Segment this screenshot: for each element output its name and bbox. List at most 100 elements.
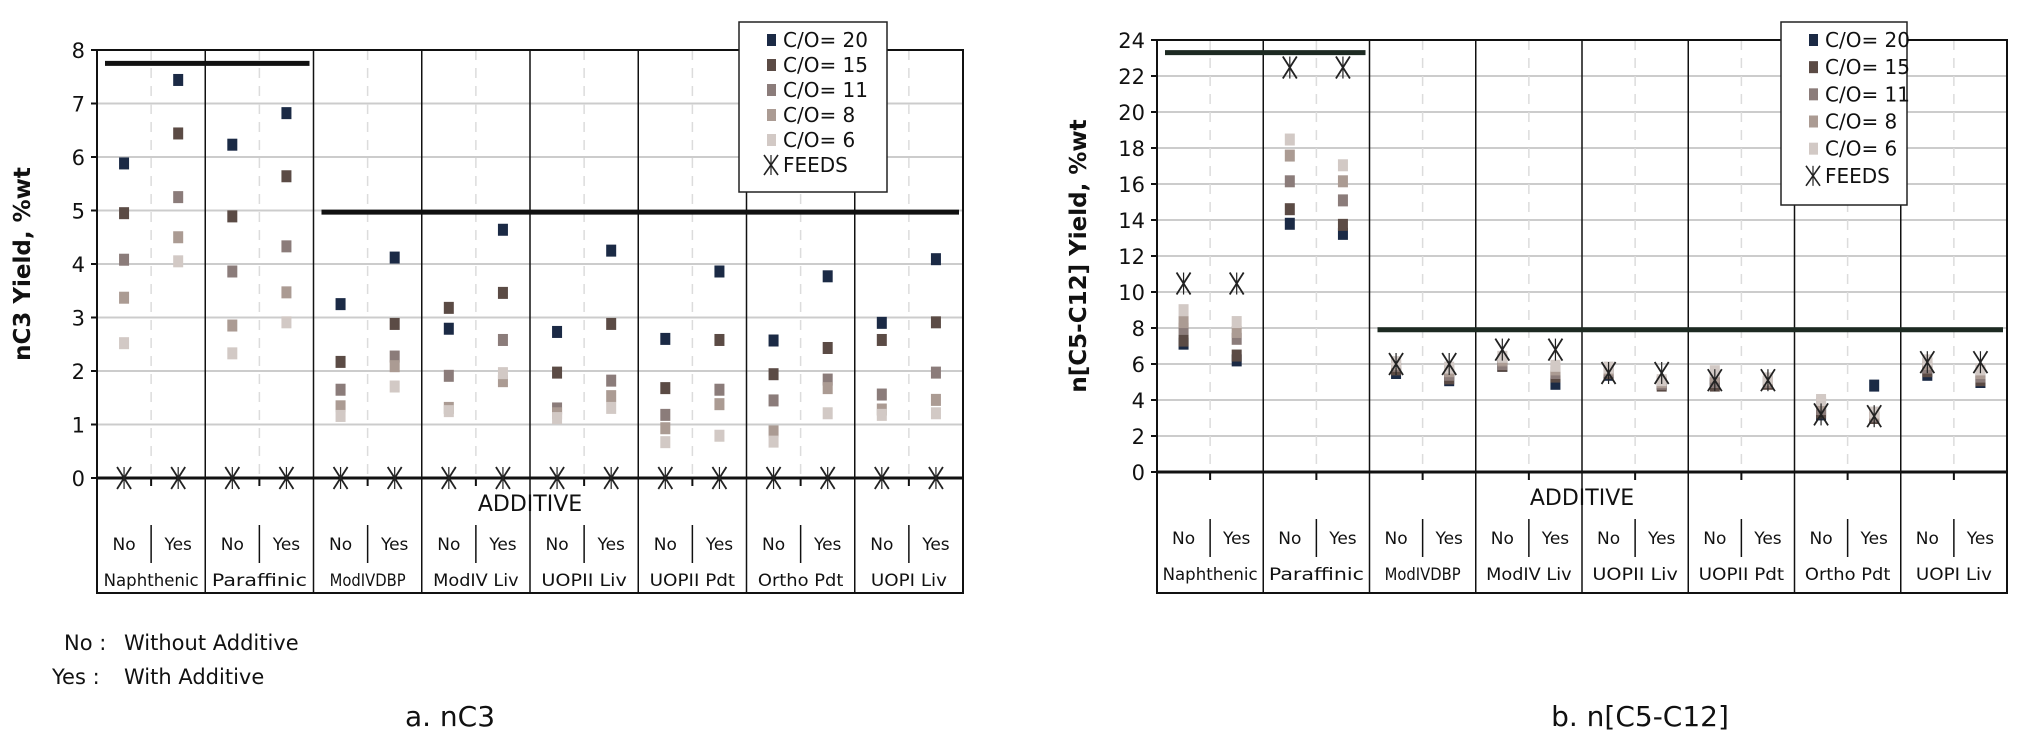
data-point: [1284, 203, 1295, 216]
data-point: [281, 240, 292, 253]
feed-marker: [170, 466, 186, 490]
data-point: [281, 107, 292, 120]
feed-marker: [1228, 272, 1245, 296]
data-point: [119, 157, 130, 170]
feed-marker: [495, 466, 511, 490]
data-point: [227, 210, 238, 223]
feed-marker: [116, 466, 132, 490]
y-tick-label: 18: [1118, 137, 1145, 161]
feed-marker: [1972, 350, 1989, 374]
legend-box: [1780, 21, 1908, 206]
data-point: [1231, 325, 1242, 338]
data-point: [1284, 217, 1295, 230]
feed-marker: [1441, 352, 1457, 376]
category-label: No: [1172, 529, 1195, 549]
feed-marker: [1707, 368, 1723, 392]
data-point: [876, 333, 887, 346]
data-point: [660, 422, 671, 435]
feed-marker: [657, 466, 674, 490]
group-label: Paraffinic: [1269, 565, 1364, 585]
data-point: [497, 375, 508, 388]
category-label: No: [113, 535, 136, 555]
group-label: Naphthenic: [104, 571, 199, 591]
note-no-text: Without Additive: [124, 631, 299, 655]
data-point: [443, 369, 454, 382]
data-point: [1337, 194, 1348, 207]
data-point: [119, 337, 130, 350]
data-point: [714, 383, 725, 396]
category-label: No: [1703, 529, 1726, 549]
data-point: [1178, 316, 1189, 329]
feed-marker: [1653, 361, 1670, 385]
data-point: [1869, 379, 1880, 392]
data-point: [281, 316, 292, 329]
y-axis-title: n[C5-C12] Yield, %wt: [1066, 119, 1092, 392]
data-point: [173, 231, 184, 244]
data-point: [768, 334, 779, 347]
legend-label: C/O= 8: [1825, 110, 1897, 134]
data-point: [173, 255, 184, 268]
category-label: Yes: [1753, 529, 1782, 549]
data-point: [119, 291, 130, 304]
legend-label: FEEDS: [783, 153, 848, 177]
y-tick-label: 2: [72, 360, 85, 384]
category-label: Yes: [596, 535, 625, 555]
group-label: ModIVDBP: [330, 571, 406, 591]
data-point: [335, 298, 346, 311]
data-point: [1178, 322, 1189, 335]
data-point: [497, 367, 508, 380]
category-label: Yes: [1859, 529, 1888, 549]
data-point: [173, 73, 184, 86]
data-point: [227, 265, 238, 278]
data-point: [822, 382, 833, 395]
legend-label: C/O= 15: [1825, 55, 1910, 79]
data-point: [1337, 175, 1348, 188]
note-no-key: No :: [64, 631, 106, 655]
data-point: [227, 138, 238, 151]
data-point: [173, 127, 184, 140]
caption-b: b. n[C5-C12]: [1551, 700, 1729, 731]
data-point: [443, 322, 454, 335]
y-tick-label: 5: [72, 200, 85, 224]
data-point: [335, 400, 346, 413]
group-label: ModIVDBP: [1385, 565, 1461, 585]
feed-marker: [603, 466, 619, 490]
data-point: [552, 325, 563, 338]
data-point: [930, 366, 941, 379]
category-label: Yes: [1966, 529, 1995, 549]
data-point: [768, 368, 779, 381]
data-point: [876, 408, 887, 421]
data-point: [1337, 218, 1348, 231]
legend-swatch: [767, 84, 776, 96]
legend-swatch: [1809, 61, 1818, 74]
category-label: No: [1810, 529, 1833, 549]
feed-marker: [711, 466, 728, 490]
category-label: Yes: [921, 535, 950, 555]
category-label: No: [654, 535, 677, 555]
legend-label: C/O= 6: [783, 128, 855, 152]
data-point: [335, 355, 346, 368]
group-label: Ortho Pdt: [1805, 565, 1891, 585]
category-label: Yes: [163, 535, 192, 555]
y-tick-label: 8: [72, 39, 85, 63]
data-point: [335, 383, 346, 396]
y-tick-label: 10: [1118, 281, 1145, 305]
category-label: No: [870, 535, 893, 555]
y-axis-title: nC3 Yield, %wt: [10, 167, 36, 361]
data-point: [660, 382, 671, 395]
category-label: Yes: [380, 535, 409, 555]
data-point: [173, 191, 184, 204]
chart-a: 0 1 2 3 4 5 6 7 8 ADDITIVE No Yes No Yes No Yes No Yes No Y…: [10, 21, 964, 594]
category-label: Yes: [1541, 529, 1570, 549]
group-label: Naphthenic: [1163, 565, 1258, 585]
category-label: No: [1916, 529, 1939, 549]
group-label: Paraffinic: [212, 571, 307, 591]
feed-marker: [1282, 56, 1298, 80]
data-point: [389, 317, 400, 330]
data-point: [552, 366, 563, 379]
data-point: [660, 408, 671, 421]
y-tick-label: 4: [72, 253, 85, 277]
data-point: [1816, 394, 1827, 406]
